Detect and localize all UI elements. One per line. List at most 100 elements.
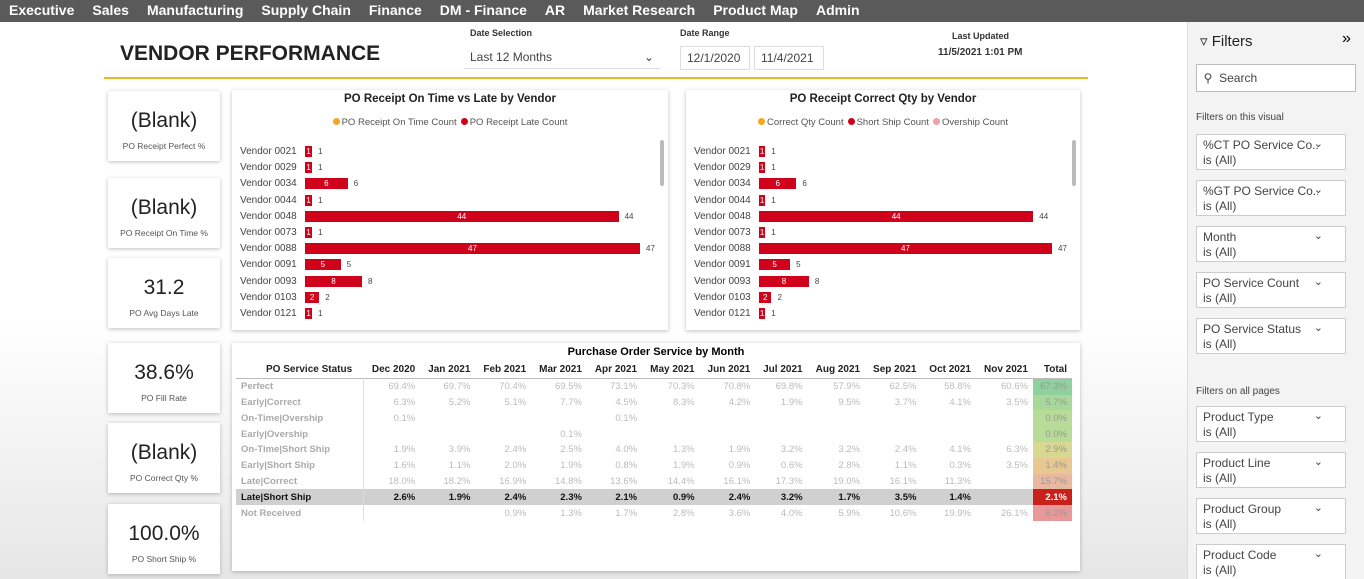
filter-card[interactable]: Product Line is (All) ⌄ [1196,452,1346,488]
kpi-value: (Blank) [130,109,198,132]
scrollbar [1072,140,1076,186]
bar: 44 [759,210,1034,222]
column-header[interactable]: Total [1043,364,1067,376]
nav-item[interactable]: DM - Finance [439,2,527,18]
table-cell: 1.4% [949,491,971,503]
table-cell: 0.9% [672,491,695,503]
table-cell: 10.6% [889,507,917,519]
chart-panel: PO Receipt On Time vs Late by Vendor PO R… [232,90,668,330]
nav-item[interactable]: Market Research [583,2,696,18]
table-cell: 3.5% [894,491,917,503]
table-cell: 4.2% [728,396,751,408]
collapse-icon[interactable]: » [1342,30,1351,47]
column-header[interactable]: Jun 2021 [707,364,751,376]
legend-item: PO Receipt On Time Count [332,117,457,128]
table-row: Late|Correct 18.0% 18.2% 16.9% 14.8% 13.6% 14.… [236,473,1072,490]
filter-card[interactable]: %GT PO Service Co... is (All) ⌄ [1196,180,1346,216]
bar: 1 [759,146,766,157]
table-cell [700,410,756,426]
column-header[interactable]: Jul 2021 [763,364,803,376]
column-header[interactable]: Apr 2021 [594,364,638,376]
filter-card[interactable]: PO Service Status is (All) ⌄ [1196,318,1346,354]
search-box[interactable]: ⚲ Search [1196,64,1356,92]
category-label: Vendor 0034 [694,178,751,190]
legend: PO Receipt On Time Count PO Receipt Late … [232,117,668,128]
bar: 2 [759,291,772,303]
table-cell: 70.8% [723,381,751,393]
nav-item[interactable]: AR [544,2,566,18]
table-cell: 0.1% [615,412,638,424]
kpi-value: 38.6% [134,361,194,384]
category-label: Vendor 0091 [694,259,751,271]
column-header[interactable]: Nov 2021 [984,364,1028,376]
table-row: On-Time|Short Ship 1.9% 3.9% 2.4% 2.5% 4.0% 1.… [236,441,1072,458]
column-header[interactable]: Jan 2021 [428,364,471,376]
category-label: Vendor 0091 [240,259,297,271]
data-label: 1 [318,228,323,237]
column-header[interactable]: Oct 2021 [929,364,971,376]
table-cell: 2.0% [504,460,527,472]
category-label: Vendor 0044 [240,194,297,206]
table-cell: Late|Correct [241,475,297,487]
filter-name: Product Line [1203,456,1271,470]
bar-label: 1 [306,163,311,173]
nav-item[interactable]: Supply Chain [261,2,351,18]
column-header[interactable]: May 2021 [650,364,695,376]
table-cell: 15.7% [1032,473,1072,490]
filter-card[interactable]: Product Code is (All) ⌄ [1196,544,1346,579]
table-cell [420,505,475,521]
bar-label: 1 [306,228,311,237]
filter-chevron: ⌄ [1313,322,1323,334]
nav-item[interactable]: Sales [92,2,129,18]
column-header[interactable]: Mar 2021 [539,364,582,376]
data-label: 5 [796,260,801,270]
table-cell: 8.3% [672,396,695,408]
column-header[interactable]: Feb 2021 [483,364,527,376]
legend-label: Overship Count [941,117,1008,128]
kpi-value: 100.0% [128,522,200,545]
date-input[interactable]: 11/4/2021 [754,46,824,70]
table-cell: 1.9% [728,444,751,456]
dropdown[interactable]: Last 12 Months ⌄ [464,46,660,69]
table-cell: On-Time|Short Ship [241,444,331,456]
bar-label: 47 [901,244,910,254]
date-input[interactable]: 12/1/2020 [680,46,750,70]
table-cell: 69.8% [775,381,803,393]
table-cell: 1.1% [448,460,471,472]
filter-card[interactable]: Month is (All) ⌄ [1196,226,1346,262]
table-cell [921,426,976,442]
data-label: 44 [624,211,634,221]
nav-item[interactable]: Finance [368,2,422,18]
column-header[interactable]: PO Service Status [266,364,353,376]
filter-card[interactable]: PO Service Count is (All) ⌄ [1196,272,1346,308]
category-label: Vendor 0021 [694,146,751,157]
filter-card[interactable]: Product Type is (All) ⌄ [1196,406,1346,442]
nav-item[interactable]: Admin [815,2,860,18]
filter-name: PO Service Status [1203,322,1302,336]
nav-item[interactable]: Executive [9,2,75,18]
filter-card[interactable]: %CT PO Service Co... is (All) ⌄ [1196,134,1346,170]
nav-item[interactable]: Manufacturing [146,2,244,18]
column-header[interactable]: Sep 2021 [873,364,917,376]
chart-title: PO Receipt Correct Qty by Vendor [789,93,977,105]
filter-card[interactable]: Product Group is (All) ⌄ [1196,498,1346,534]
kpi-card: 38.6% PO Fill Rate [108,343,220,413]
table-cell: 3.2% [780,491,803,503]
kpi-label: PO Avg Days Late [129,308,199,318]
table-cell: 14.4% [667,475,695,487]
nav-item[interactable]: Product Map [713,2,798,18]
table-cell [976,489,1033,505]
table-cell: 2.1% [1032,489,1072,506]
legend-label: PO Receipt Late Count [469,117,568,128]
legend-swatch [460,118,468,125]
bar-label: 1 [759,309,765,318]
bar-label: 5 [320,260,326,270]
table-cell [865,410,921,426]
page-title: VENDOR PERFORMANCE [120,42,381,65]
column-header[interactable]: Dec 2020 [371,364,416,376]
table-cell [976,474,1033,490]
column-header[interactable]: Aug 2021 [815,364,861,376]
kpi-label: PO Fill Rate [141,393,187,403]
bar: 1 [759,194,766,206]
chart-panel: PO Receipt Correct Qty by Vendor Correct … [686,90,1080,330]
